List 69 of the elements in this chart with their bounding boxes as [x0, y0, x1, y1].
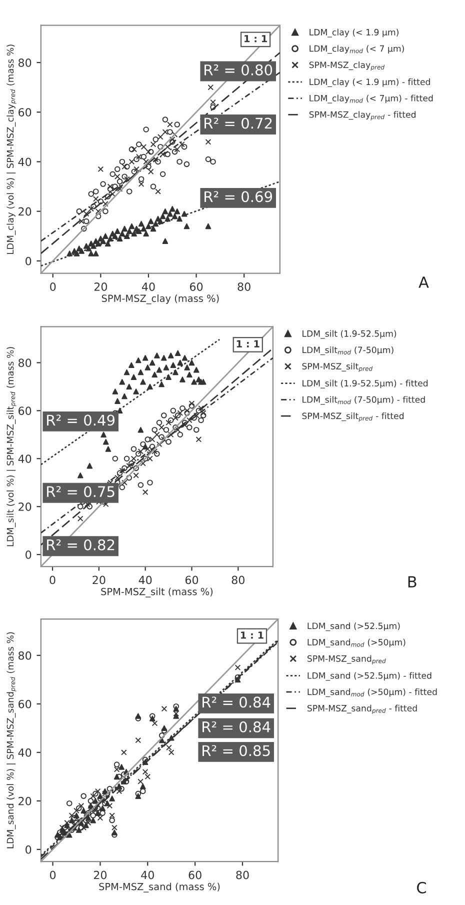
y-tick-label: 40 [18, 748, 32, 757]
x-tick-label: 60 [190, 282, 203, 291]
y-tick-label: 0 [26, 550, 32, 559]
legend-label: LDM_clay (< 1.9 μm) [310, 28, 398, 38]
x-tick-label: 20 [94, 870, 107, 880]
x-axis-title: SPM-MSZ_clay (mass %) [102, 294, 219, 304]
annotation: R² = 0.80 [204, 64, 272, 76]
legend-label: LDM_sand (>52.5μm) - fitted [308, 672, 432, 681]
legend-label: LDM_silt$_{mod}$ (7-50μm) [302, 346, 394, 356]
legend-label: SPM-MSZ_silt$_{pred}$ - fitted [302, 412, 404, 422]
y-axis-title: LDM_silt (vol %) | SPM-MSZ_silt$_{pred}$ (mass %) [6, 347, 16, 546]
y-tick-label: 40 [18, 158, 32, 166]
annotation: R² = 0.69 [204, 191, 272, 202]
annotation: R² = 0.85 [202, 745, 270, 756]
x-tick-label: 80 [232, 576, 244, 584]
annotation: R² = 0.49 [47, 414, 115, 426]
legend-label: SPM-MSZ_clay$_{pred}$ [309, 61, 385, 71]
annotation: R² = 0.84 [202, 696, 270, 708]
x-tick-label: 0 [50, 282, 56, 291]
legend-label: LDM_clay$_{mod}$ (< 7μm) - fitted [310, 94, 433, 104]
y-axis-title: LDM_clay (vol %) | SPM-MSZ_clay$_{pred}$ (mass %) [6, 44, 16, 254]
text: C [417, 882, 426, 894]
y-tick-label: 40 [18, 454, 32, 463]
legend-label: SPM-MSZ_clay$_{pred}$ - fitted [309, 111, 416, 120]
annotation: 1 : 1 [236, 340, 260, 348]
y-tick-label: 0 [26, 256, 32, 266]
y-tick-label: 20 [18, 502, 32, 511]
x-tick-label: 60 [185, 576, 198, 584]
y-tick-label: 20 [18, 796, 32, 806]
y-tick-label: 80 [18, 58, 32, 67]
x-tick-label: 20 [94, 282, 108, 291]
x-axis-title: SPM-MSZ_silt (mass %) [101, 588, 213, 598]
x-tick-label: 60 [188, 870, 202, 880]
annotation: R² = 0.72 [204, 118, 272, 129]
legend-label: LDM_silt (1.9-52.5μm) - fitted [302, 380, 428, 388]
legend-label: SPM-MSZ_sand$_{pred}$ [307, 655, 386, 664]
annotation: R² = 0.84 [202, 721, 270, 732]
y-tick-label: 60 [18, 406, 32, 416]
legend-label: SPM-MSZ_silt$_{pred}$ [302, 362, 373, 372]
annotation: R² = 0.82 [47, 539, 114, 550]
annotation: 1 : 1 [244, 35, 267, 42]
x-tick-label: 40 [142, 282, 155, 291]
y-axis-title: LDM_sand (vol %) | SPM-MSZ_sand$_{pred}$ (mass %) [6, 632, 16, 848]
y-tick-label: 60 [18, 700, 32, 708]
annotation: R² = 0.75 [47, 486, 114, 498]
y-tick-label: 0 [26, 845, 32, 854]
y-tick-label: 20 [18, 207, 32, 216]
legend-label: LDM_sand (>52.5μm) [308, 622, 400, 632]
legend-label: LDM_sand$_{mod}$ (>50μm) [308, 638, 406, 648]
legend-label: LDM_clay$_{mod}$ (< 7 μm) [310, 45, 404, 54]
text: B [408, 576, 416, 588]
x-tick-label: 40 [141, 870, 154, 880]
annotation: 1 : 1 [240, 632, 264, 639]
x-tick-label: 0 [50, 870, 56, 880]
legend-label: LDM_sand$_{mod}$ (>50μm) - fitted [308, 688, 437, 698]
x-tick-label: 80 [238, 282, 250, 291]
text: A [418, 276, 429, 288]
x-tick-label: 80 [236, 870, 249, 880]
legend-label: LDM_silt (1.9-52.5μm) [302, 330, 396, 339]
x-tick-label: 40 [138, 576, 152, 584]
legend-label: LDM_silt$_{mod}$ (7-50μm) - fitted [302, 396, 425, 405]
y-tick-label: 80 [18, 358, 32, 368]
legend-label: SPM-MSZ_sand$_{pred}$ - fitted [307, 704, 417, 714]
y-tick-label: 80 [18, 651, 32, 660]
x-axis-title: SPM-MSZ_sand (mass %) [99, 882, 220, 892]
y-tick-label: 60 [18, 108, 32, 117]
x-tick-label: 0 [50, 576, 56, 584]
legend-label: LDM_clay (< 1.9 μm) - fitted [310, 78, 430, 88]
x-tick-label: 20 [92, 576, 106, 584]
